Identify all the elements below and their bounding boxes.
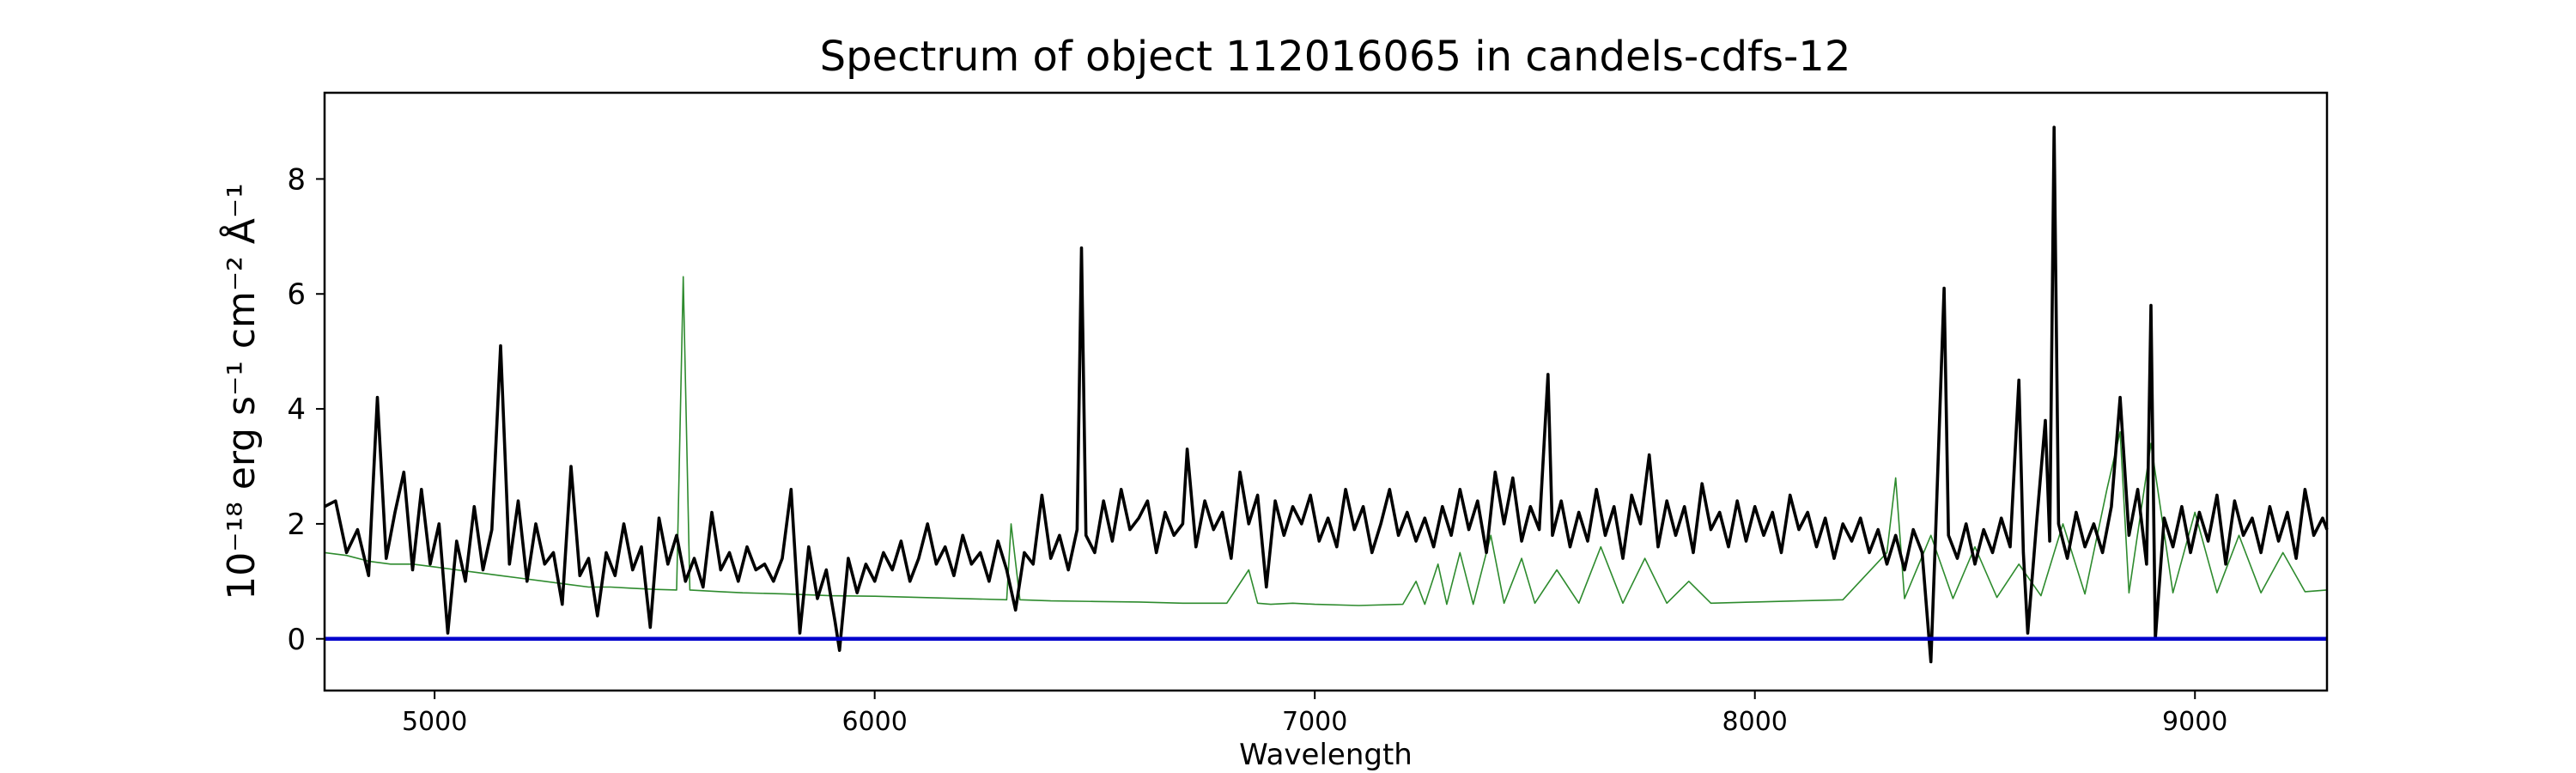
series-layer — [324, 125, 2329, 664]
y-tick-label: 4 — [287, 393, 306, 427]
chart-title: Spectrum of object 112016065 in candels-… — [820, 33, 1851, 81]
x-tick-label: 7000 — [1282, 707, 1347, 737]
x-axis-label: Wavelength — [1239, 738, 1413, 772]
x-tick-label: 6000 — [841, 707, 907, 737]
y-axis-label: 10⁻¹⁸ erg s⁻¹ cm⁻² Å⁻¹ — [218, 183, 264, 600]
x-tick-label: 5000 — [402, 707, 467, 737]
x-axis-ticks: 5000 6000 7000 8000 9000 — [402, 691, 2227, 737]
plot-frame — [323, 91, 2329, 692]
y-axis-ticks: 0 2 4 6 8 — [287, 162, 325, 657]
x-tick-label: 8000 — [1722, 707, 1788, 737]
y-tick-label: 0 — [287, 623, 306, 657]
noise-series-line — [324, 276, 2328, 606]
y-tick-label: 6 — [287, 277, 306, 312]
y-tick-label: 2 — [287, 508, 306, 542]
x-tick-label: 9000 — [2162, 707, 2227, 737]
flux-series-line — [324, 125, 2329, 664]
y-tick-label: 8 — [287, 162, 306, 197]
